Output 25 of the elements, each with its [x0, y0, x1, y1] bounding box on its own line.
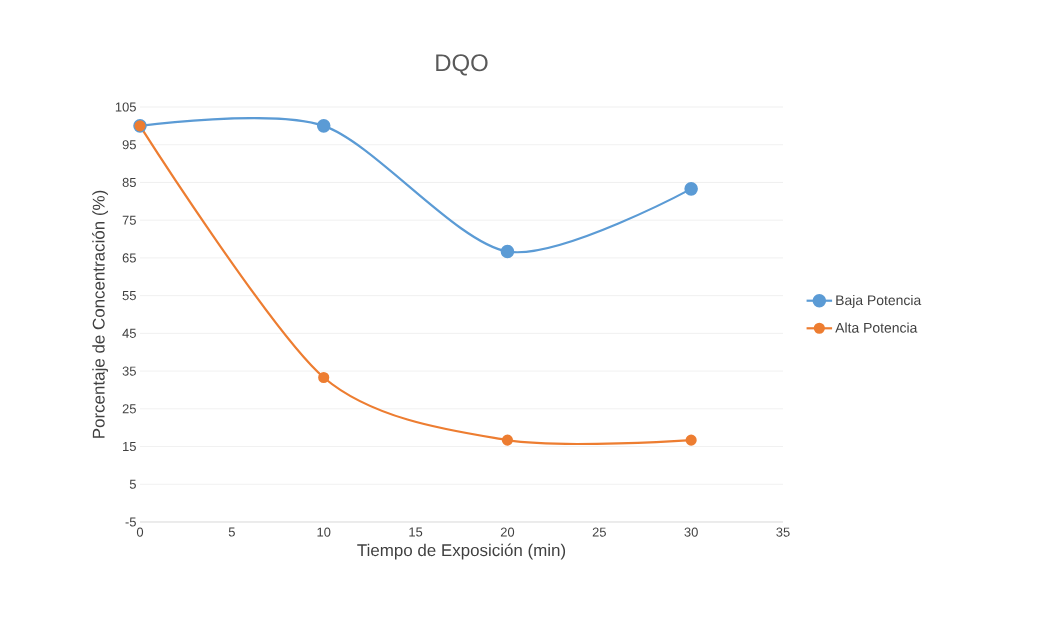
x-tick-label: 20: [500, 527, 515, 537]
y-tick-label: 75: [122, 215, 136, 225]
x-tick-label: 35: [776, 527, 790, 537]
y-tick-label: 35: [122, 366, 136, 376]
x-tick-label: 30: [684, 527, 698, 537]
chart-title: DQO: [436, 54, 488, 76]
y-tick-label: 105: [115, 102, 136, 112]
y-tick-label: 65: [122, 253, 136, 263]
y-tick-label: 25: [122, 404, 136, 414]
legend-label: Baja Potencia: [836, 294, 922, 308]
y-axis-title: Porcentaje de Concentración (%): [92, 190, 109, 438]
x-tick-label: 0: [136, 527, 144, 537]
y-tick-label: 5: [129, 479, 136, 489]
x-tick-label: 25: [592, 527, 606, 537]
x-tick-label: 10: [317, 527, 331, 537]
x-tick-label: 15: [409, 527, 423, 537]
y-tick-label: 95: [122, 140, 136, 150]
legend-label: Alta Potencia: [835, 322, 918, 333]
y-tick-label: 85: [122, 177, 136, 188]
x-tick-label: 5: [228, 527, 235, 537]
y-tick-label: 15: [123, 442, 136, 452]
y-tick-label: -5: [125, 517, 136, 527]
x-axis-title: Tiempo de Exposición (min): [357, 543, 566, 560]
y-tick-label: 55: [122, 291, 136, 301]
y-tick-label: 45: [122, 328, 136, 338]
